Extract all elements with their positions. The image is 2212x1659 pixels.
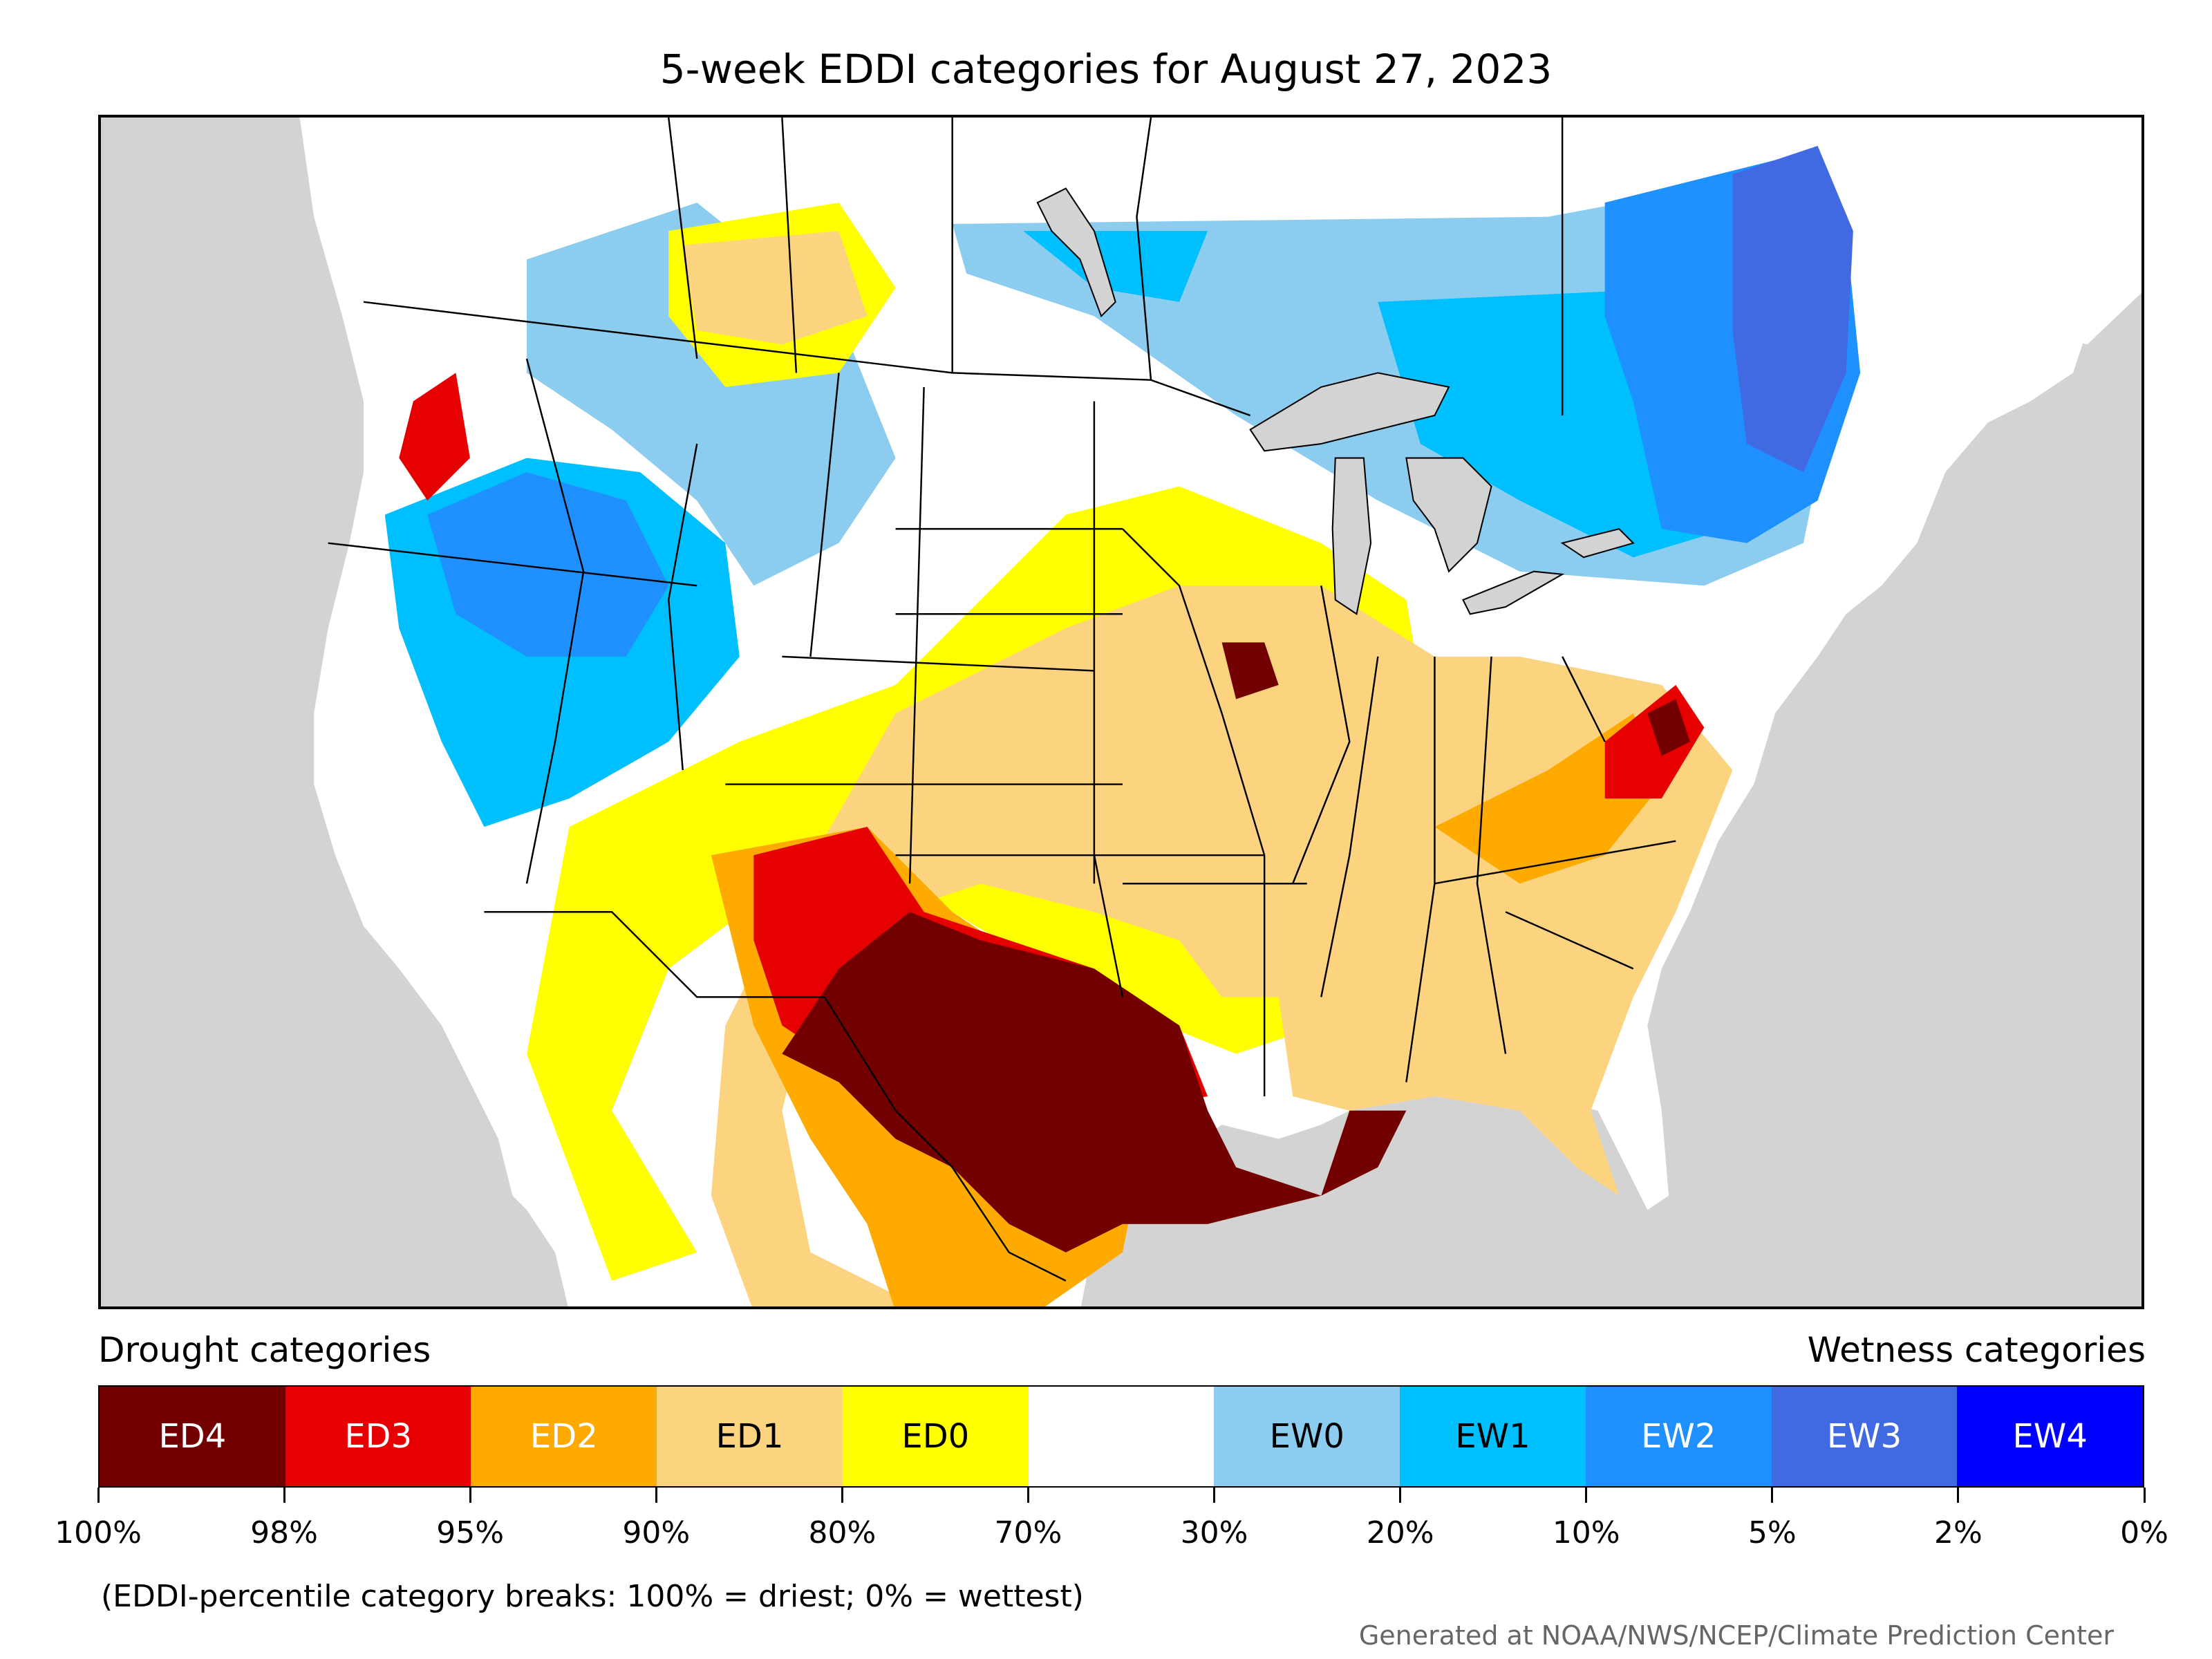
legend-cell-ed4: ED4 <box>100 1387 285 1486</box>
colorbar-tick-label: 90% <box>622 1515 691 1550</box>
colorbar-tick <box>2143 1488 2146 1503</box>
us-mexico-border <box>484 911 1067 1282</box>
colorbar-tick <box>97 1488 100 1503</box>
colorbar-tick <box>1027 1488 1029 1503</box>
legend-cell-ed2: ED2 <box>471 1387 657 1486</box>
legend-cell-ed0: ED0 <box>842 1387 1029 1486</box>
ew1-north <box>1023 231 1775 558</box>
colorbar-tick <box>841 1488 843 1503</box>
state-lines <box>328 358 1676 1097</box>
lake-michigan <box>1331 457 1372 615</box>
eddi-map <box>98 115 2144 1309</box>
legend-cell-ew2: EW2 <box>1585 1387 1772 1486</box>
map-title: 5-week EDDI categories for August 27, 20… <box>659 46 1553 93</box>
colorbar-tick-label: 10% <box>1552 1515 1620 1550</box>
legend-cell-ew4: EW4 <box>1957 1387 2144 1486</box>
colorbar-ticks: 100% 98% 95% 90% 80% 70% 30% 20% 10% 5% 2% 0% <box>55 1488 2168 1557</box>
canada-province-lines <box>668 118 1564 415</box>
lake-huron <box>1405 457 1492 573</box>
drought-categories-header: Drought categories <box>98 1330 431 1370</box>
ew3-northeast <box>1732 146 1853 473</box>
legend-cell-ew0: EW0 <box>1214 1387 1400 1486</box>
us-canada-border <box>363 301 1251 417</box>
colorbar-tick <box>1957 1488 1960 1503</box>
ed4-iowa <box>1221 642 1279 700</box>
colorbar-tick <box>1399 1488 1402 1503</box>
colorbar-tick <box>1771 1488 1774 1503</box>
colorbar-tick-label: 80% <box>808 1515 877 1550</box>
colorbar-tick-label: 98% <box>250 1515 318 1550</box>
colorbar-tick <box>655 1488 657 1503</box>
ed1-north <box>682 231 868 345</box>
legend-cell-ed1: ED1 <box>657 1387 843 1486</box>
legend-cell-ew3: EW3 <box>1771 1387 1958 1486</box>
lake-winnipeg <box>1036 187 1116 318</box>
colorbar-tick-label: 20% <box>1366 1515 1434 1550</box>
colorbar-tick-label: 5% <box>1747 1515 1797 1550</box>
lake-superior <box>1249 372 1450 452</box>
peninsula-baja <box>456 982 591 1274</box>
map-canvas <box>101 118 2141 1306</box>
canada-east-land <box>1874 118 2141 345</box>
legend-cell-ew1: EW1 <box>1400 1387 1586 1486</box>
colorbar-tick <box>1585 1488 1588 1503</box>
colorbar-tick-label: 30% <box>1180 1515 1248 1550</box>
colorbar-tick <box>283 1488 285 1503</box>
legend-cell-ed3: ED3 <box>285 1387 471 1486</box>
colorbar-tick-label: 100% <box>55 1515 142 1550</box>
colorbar-tick-label: 95% <box>436 1515 505 1550</box>
legend-cell-neutral <box>1028 1387 1215 1486</box>
colorbar-tick-label: 70% <box>994 1515 1062 1550</box>
colorbar-tick-label: 2% <box>1934 1515 1983 1550</box>
ed1-central <box>711 585 1733 1306</box>
ed4-texas <box>782 912 1407 1253</box>
great-lakes <box>1036 187 1635 615</box>
colorbar-tick <box>1213 1488 1216 1503</box>
category-note: (EDDI-percentile category breaks: 100% =… <box>101 1579 1084 1614</box>
wetness-categories-header: Wetness categories <box>1807 1330 2146 1370</box>
lake-erie <box>1462 570 1565 615</box>
ew2-great-basin <box>427 472 669 657</box>
colorbar-tick-label: 0% <box>2120 1515 2168 1550</box>
drought-wetness-shading <box>384 146 1861 1306</box>
borders <box>328 118 1676 1282</box>
credit-text: Generated at NOAA/NWS/NCEP/Climate Predi… <box>1358 1620 2114 1651</box>
category-colorbar: ED4 ED3 ED2 ED1 ED0 EW0 EW1 EW2 EW3 EW4 <box>98 1385 2144 1488</box>
colorbar-tick <box>469 1488 471 1503</box>
ed4-virginia <box>1647 699 1690 756</box>
lake-ontario <box>1560 528 1635 559</box>
